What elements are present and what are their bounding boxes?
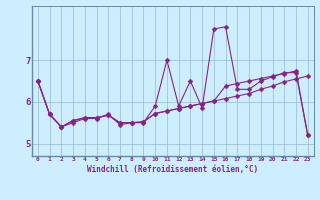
X-axis label: Windchill (Refroidissement éolien,°C): Windchill (Refroidissement éolien,°C) [87,165,258,174]
